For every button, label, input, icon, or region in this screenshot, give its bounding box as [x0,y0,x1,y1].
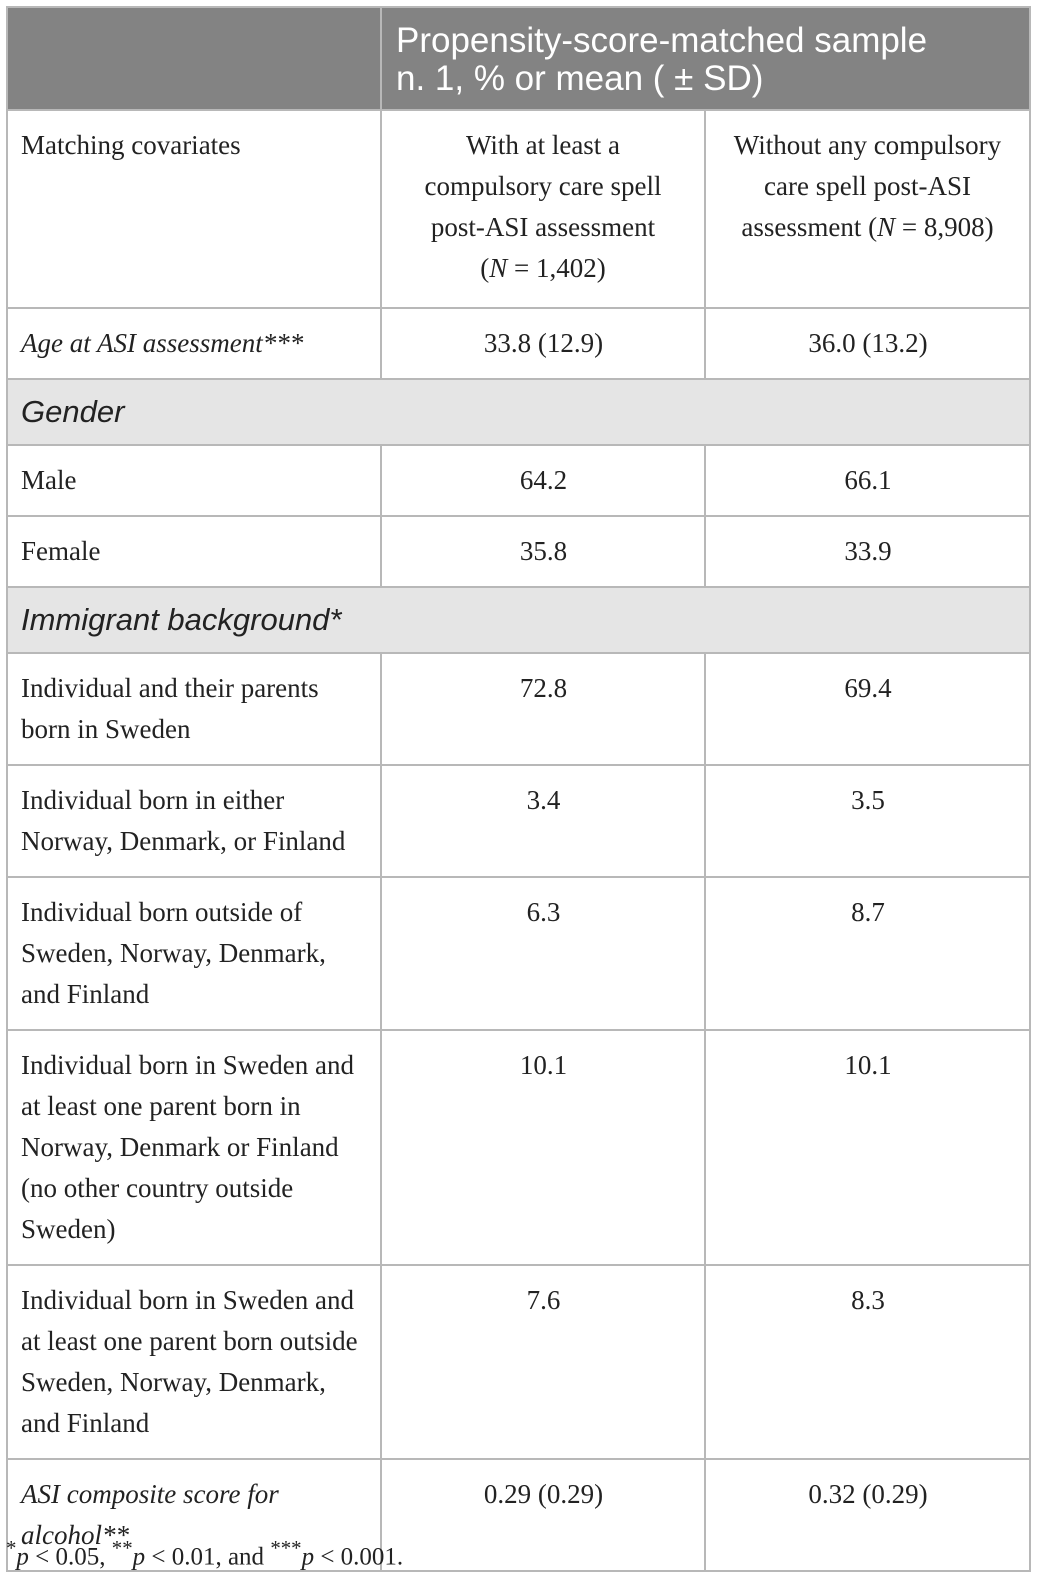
header-title-cell: Propensity-score-matched sample n. 1, % … [380,6,1031,111]
table-row: ASI composite score for alcohol** 0.29 (0… [6,1458,1031,1572]
row-label: Male [6,444,382,517]
section-label: Gender [6,378,1031,446]
value-with-care: 33.8 (12.9) [380,307,706,380]
table-body: Age at ASI assessment*** 33.8 (12.9) 36.0 … [6,307,1031,1572]
row-label: Individual born in Sweden and at least o… [6,1029,382,1266]
table-header-row: Propensity-score-matched sample n. 1, % … [6,6,1031,111]
covariates-table: Propensity-score-matched sample n. 1, % … [6,6,1031,1572]
value-with-care: 72.8 [380,652,706,766]
table-row: Male 64.2 66.1 [6,444,1031,517]
value-with-care: 7.6 [380,1264,706,1460]
row-label: Individual and their parents born in Swe… [6,652,382,766]
value-without-care: 0.32 (0.29) [704,1458,1031,1572]
value-without-care: 36.0 (13.2) [704,307,1031,380]
header-empty-cell [6,6,382,111]
value-without-care: 33.9 [704,515,1031,588]
value-with-care: 10.1 [380,1029,706,1266]
value-with-care: 0.29 (0.29) [380,1458,706,1572]
section-row: Gender [6,378,1031,446]
table-title: Propensity-score-matched sample n. 1, % … [382,8,1029,98]
value-without-care: 10.1 [704,1029,1031,1266]
value-without-care: 8.3 [704,1264,1031,1460]
row-label: Individual born in either Norway, Denmar… [6,764,382,878]
section-label: Immigrant background* [6,586,1031,654]
table-row: Female 35.8 33.9 [6,515,1031,588]
value-without-care: 66.1 [704,444,1031,517]
col-header-covariates: Matching covariates [6,109,382,309]
table-row: Age at ASI assessment*** 33.8 (12.9) 36.0 … [6,307,1031,380]
table-row: Individual born in either Norway, Denmar… [6,764,1031,878]
row-label: Individual born outside of Sweden, Norwa… [6,876,382,1031]
table-row: Individual born outside of Sweden, Norwa… [6,876,1031,1031]
col-header-with-care: With at least a compulsory care spell post… [380,109,706,309]
table-row: Individual born in Sweden and at least o… [6,1264,1031,1460]
table-footnote: *p < 0.05, **p < 0.01, and ***p < 0.001. [6,1536,404,1571]
table-title-line2: n. 1, % or mean ( ± SD) [396,59,764,98]
column-header-row: Matching covariates With at least a compu… [6,109,1031,309]
table-row: Individual and their parents born in Swe… [6,652,1031,766]
value-with-care: 35.8 [380,515,706,588]
section-row: Immigrant background* [6,586,1031,654]
value-with-care: 6.3 [380,876,706,1031]
col-header-without-care: Without any compulsory care spell post-AS… [704,109,1031,309]
value-without-care: 69.4 [704,652,1031,766]
value-with-care: 3.4 [380,764,706,878]
value-without-care: 3.5 [704,764,1031,878]
row-label: ASI composite score for alcohol** [6,1458,382,1572]
row-label: Age at ASI assessment*** [6,307,382,380]
value-with-care: 64.2 [380,444,706,517]
row-label: Individual born in Sweden and at least o… [6,1264,382,1460]
table-title-line1: Propensity-score-matched sample [396,21,928,60]
value-without-care: 8.7 [704,876,1031,1031]
row-label: Female [6,515,382,588]
table-row: Individual born in Sweden and at least o… [6,1029,1031,1266]
